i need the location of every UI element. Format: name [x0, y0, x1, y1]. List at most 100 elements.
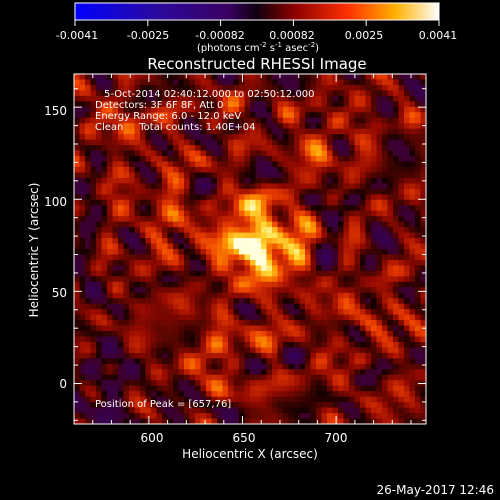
heatmap-cell: [118, 194, 124, 201]
heatmap-cell: [167, 314, 174, 321]
heatmap-cell: [118, 123, 124, 130]
heatmap-cell: [184, 418, 190, 424]
heatmap-cell: [118, 128, 124, 135]
heatmap-cell: [382, 106, 388, 113]
heatmap-cell: [151, 161, 157, 168]
heatmap-cell: [255, 281, 262, 288]
heatmap-cell: [112, 79, 119, 86]
heatmap-cell: [277, 194, 284, 201]
heatmap-cell: [74, 101, 80, 108]
heatmap-cell: [228, 210, 234, 217]
heatmap-cell: [288, 369, 295, 376]
heatmap-cell: [404, 183, 410, 190]
heatmap-cell: [316, 216, 322, 223]
heatmap-cell: [382, 249, 388, 255]
heatmap-cell: [365, 413, 372, 419]
heatmap-cell: [250, 385, 256, 392]
heatmap-cell: [327, 139, 333, 146]
heatmap-cell: [294, 325, 300, 332]
heatmap-cell: [420, 341, 426, 348]
heatmap-cell: [112, 358, 119, 365]
heatmap-cell: [393, 407, 399, 414]
heatmap-cell: [156, 194, 163, 201]
heatmap-cell: [96, 320, 102, 326]
heatmap-cell: [321, 216, 328, 223]
heatmap-cell: [244, 210, 251, 217]
heatmap-cell: [195, 374, 201, 381]
heatmap-cell: [371, 303, 377, 310]
heatmap-cell: [211, 407, 218, 414]
heatmap-cell: [107, 199, 113, 206]
heatmap-cell: [167, 95, 174, 102]
heatmap-cell: [200, 380, 207, 387]
heatmap-cell: [101, 270, 108, 277]
heatmap-cell: [415, 413, 421, 419]
heatmap-cell: [101, 166, 108, 173]
heatmap-cell: [217, 90, 223, 97]
heatmap-cell: [74, 227, 80, 233]
heatmap-cell: [321, 418, 328, 424]
heatmap-cell: [112, 112, 119, 119]
heatmap-cell: [266, 320, 273, 326]
heatmap-cell: [387, 221, 394, 228]
heatmap-cell: [151, 418, 157, 424]
heatmap-cell: [211, 199, 218, 206]
heatmap-cell: [151, 117, 157, 124]
heatmap-cell: [134, 391, 141, 398]
heatmap-cell: [112, 303, 119, 310]
heatmap-cell: [332, 270, 339, 277]
heatmap-cell: [189, 396, 196, 403]
heatmap-cell: [140, 287, 146, 294]
heatmap-cell: [288, 396, 295, 403]
heatmap-cell: [167, 221, 174, 228]
heatmap-cell: [338, 117, 344, 124]
heatmap-cell: [354, 352, 361, 359]
heatmap-cell: [233, 259, 240, 266]
heatmap-cell: [189, 259, 196, 266]
heatmap-cell: [79, 95, 86, 102]
heatmap-cell: [123, 210, 130, 217]
heatmap-cell: [162, 336, 168, 343]
heatmap-cell: [167, 363, 174, 370]
heatmap-cell: [195, 177, 201, 184]
heatmap-cell: [107, 227, 113, 233]
heatmap-cell: [178, 156, 185, 162]
heatmap-cell: [90, 352, 97, 359]
heatmap-cell: [327, 358, 333, 365]
heatmap-cell: [393, 402, 399, 408]
heatmap-cell: [294, 238, 300, 244]
colorbar-tick-label: -0.0041: [56, 29, 98, 42]
heatmap-cell: [338, 385, 344, 392]
heatmap-cell: [85, 380, 91, 387]
heatmap-cell: [228, 292, 234, 299]
heatmap-cell: [85, 413, 91, 419]
heatmap-cell: [74, 243, 80, 250]
heatmap-cell: [244, 172, 251, 179]
heatmap-cell: [277, 216, 284, 223]
heatmap-cell: [244, 128, 251, 135]
heatmap-cell: [321, 166, 328, 173]
heatmap-cell: [118, 221, 124, 228]
heatmap-cell: [343, 166, 350, 173]
heatmap-cell: [299, 112, 306, 119]
heatmap-cell: [294, 369, 300, 376]
heatmap-cell: [118, 347, 124, 354]
heatmap-cell: [305, 249, 311, 255]
heatmap-cell: [305, 183, 311, 190]
heatmap-cell: [85, 150, 91, 157]
heatmap-cell: [85, 172, 91, 179]
heatmap-cell: [206, 139, 212, 146]
heatmap-cell: [162, 123, 168, 130]
heatmap-cell: [266, 265, 273, 272]
heatmap-cell: [79, 183, 86, 190]
heatmap-cell: [387, 84, 394, 91]
heatmap-cell: [156, 303, 163, 310]
heatmap-cell: [107, 265, 113, 272]
heatmap-cell: [327, 210, 333, 217]
heatmap-cell: [107, 221, 113, 228]
heatmap-cell: [360, 139, 366, 146]
heatmap-cell: [360, 287, 366, 294]
heatmap-cell: [283, 374, 289, 381]
heatmap-cell: [118, 156, 124, 162]
heatmap-cell: [233, 199, 240, 206]
